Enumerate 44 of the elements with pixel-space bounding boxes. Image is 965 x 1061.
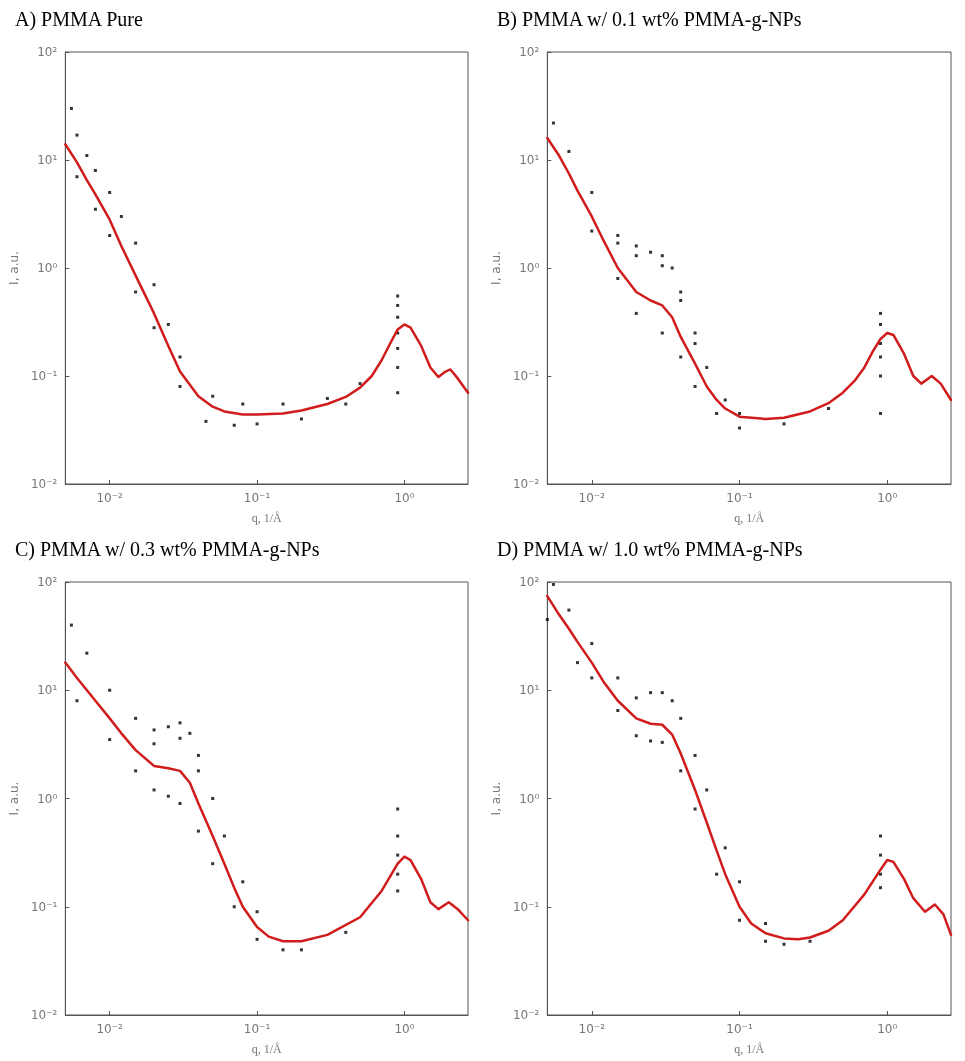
y-tick-label: 10⁰ [37, 791, 58, 806]
x-tick-label: 10⁻² [578, 1022, 606, 1036]
y-tick-label: 10¹ [37, 683, 58, 698]
x-tick-label: 10⁰ [877, 491, 898, 505]
y-tick-label: 10⁰ [519, 791, 540, 806]
x-tick-label: 10⁰ [394, 491, 415, 505]
x-tick-label: 10⁻² [96, 491, 124, 505]
y-tick-label: 10¹ [37, 153, 58, 167]
y-tick-label: 10¹ [519, 683, 540, 698]
x-tick-label: 10⁻¹ [243, 1022, 271, 1036]
chart-title: C) PMMA w/ 0.3 wt% PMMA-g-NPs [15, 538, 320, 561]
y-axis-title: I, a.u. [489, 251, 503, 285]
y-tick-label: 10² [37, 45, 58, 59]
x-tick-label: 10⁻¹ [243, 491, 271, 505]
y-axis-title: I, a.u. [489, 781, 503, 816]
x-tick-label: 10⁻¹ [726, 1022, 753, 1036]
x-tick-label: 10⁻² [96, 1022, 124, 1036]
x-tick-label: 10⁰ [394, 1022, 415, 1036]
x-tick-label: 10⁻² [578, 491, 606, 505]
y-tick-label: 10⁻² [512, 1008, 540, 1022]
chart-title: A) PMMA Pure [15, 8, 143, 31]
y-tick-label: 10⁻¹ [512, 899, 540, 914]
chart-title: B) PMMA w/ 0.1 wt% PMMA-g-NPs [497, 8, 802, 31]
y-tick-label: 10⁰ [519, 261, 540, 275]
x-tick-label: 10⁰ [877, 1022, 898, 1036]
y-axis-title: I, a.u. [7, 251, 21, 285]
y-tick-label: 10⁻² [30, 1008, 58, 1022]
x-axis-title: q, 1/Å [251, 1042, 282, 1056]
y-tick-label: 10⁻¹ [30, 369, 58, 383]
y-tick-label: 10⁰ [37, 261, 58, 275]
y-tick-label: 10² [519, 45, 540, 59]
x-axis-title: q, 1/Å [734, 1042, 765, 1056]
chart-title: D) PMMA w/ 1.0 wt% PMMA-g-NPs [497, 538, 803, 561]
x-axis-title: q, 1/Å [251, 511, 282, 525]
y-tick-label: 10⁻¹ [512, 369, 540, 383]
x-axis-title: q, 1/Å [734, 511, 765, 525]
x-tick-label: 10⁻¹ [726, 491, 753, 505]
y-axis-title: I, a.u. [7, 781, 21, 816]
y-tick-label: 10¹ [519, 153, 540, 167]
y-tick-label: 10² [37, 575, 58, 589]
y-tick-label: 10² [519, 575, 540, 589]
y-tick-label: 10⁻¹ [30, 899, 58, 914]
y-tick-label: 10⁻² [30, 477, 58, 491]
y-tick-label: 10⁻² [512, 477, 540, 491]
